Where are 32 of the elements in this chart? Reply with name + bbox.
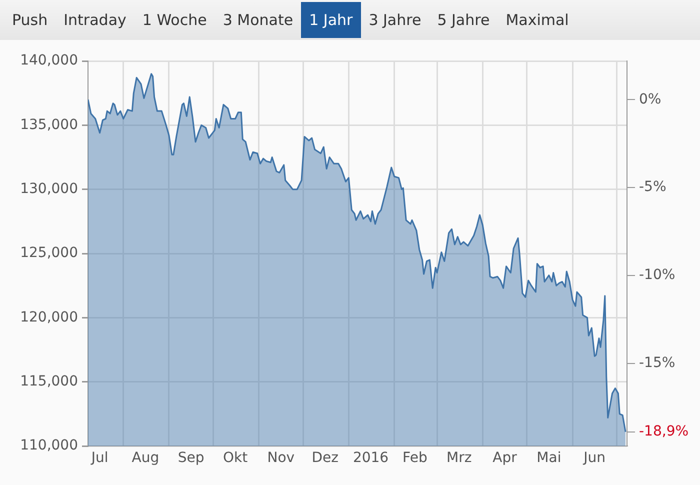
y-tick-label: 130,000	[20, 180, 78, 197]
text: Push	[11, 10, 49, 31]
x-tick-label: Mrz	[446, 450, 472, 466]
y2-tick-label: -5%	[639, 179, 666, 196]
x-tick-label: Aug	[132, 450, 160, 466]
y-tick-label: 120,000	[20, 309, 78, 326]
x-tick-label: Jul	[90, 450, 108, 466]
text: 1 Woche	[141, 10, 208, 31]
y-tick-label: 110,000	[20, 438, 78, 454]
text: 1 Jahr	[301, 2, 361, 38]
text: 3 Jahre	[368, 10, 422, 31]
y-tick-label: 135,000	[20, 116, 78, 133]
x-tick-label: Dez	[312, 450, 338, 466]
x-tick-label: Sep	[178, 450, 204, 466]
x-tick-label: 2016	[352, 450, 389, 466]
y2-tick-label: 0%	[639, 91, 662, 108]
y-tick-label: 115,000	[20, 373, 78, 390]
x-tick-label: Apr	[492, 450, 518, 466]
x-tick-label: Mai	[536, 450, 562, 466]
x-tick-label: Jun	[582, 450, 606, 466]
x-tick-label: Okt	[222, 450, 248, 466]
y2-tick-label: -15%	[639, 355, 676, 372]
x-tick-label: Feb	[402, 450, 428, 466]
y2-tick-label: -18,9%	[639, 424, 689, 440]
text: 3 Monate	[222, 10, 294, 31]
text: Intraday	[62, 10, 128, 31]
x-tick-label: Nov	[267, 450, 295, 466]
text: Maximal	[504, 10, 570, 31]
y2-tick-label: -10%	[639, 267, 676, 284]
text: 5 Jahre	[436, 10, 491, 31]
y-tick-label: 140,000	[20, 52, 78, 69]
y-tick-label: 125,000	[20, 245, 78, 262]
